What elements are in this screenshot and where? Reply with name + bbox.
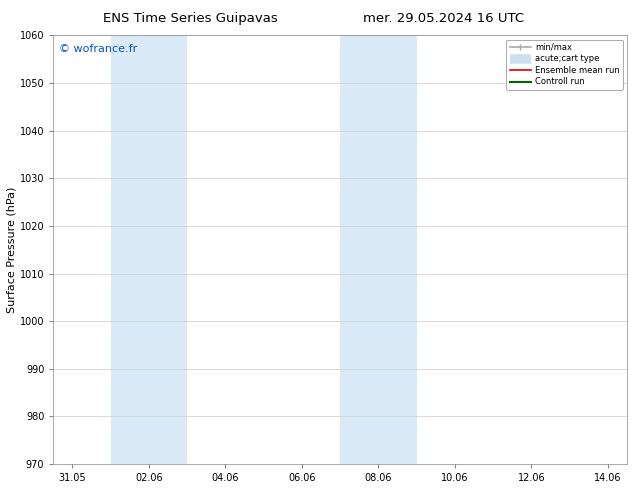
Text: mer. 29.05.2024 16 UTC: mer. 29.05.2024 16 UTC [363,12,524,25]
Legend: min/max, acute;cart type, Ensemble mean run, Controll run: min/max, acute;cart type, Ensemble mean … [507,40,623,90]
Text: ENS Time Series Guipavas: ENS Time Series Guipavas [103,12,278,25]
Text: © wofrance.fr: © wofrance.fr [59,44,138,54]
Bar [340,35,417,464]
Y-axis label: Surface Pressure (hPa): Surface Pressure (hPa) [7,187,17,313]
Bar [111,35,187,464]
